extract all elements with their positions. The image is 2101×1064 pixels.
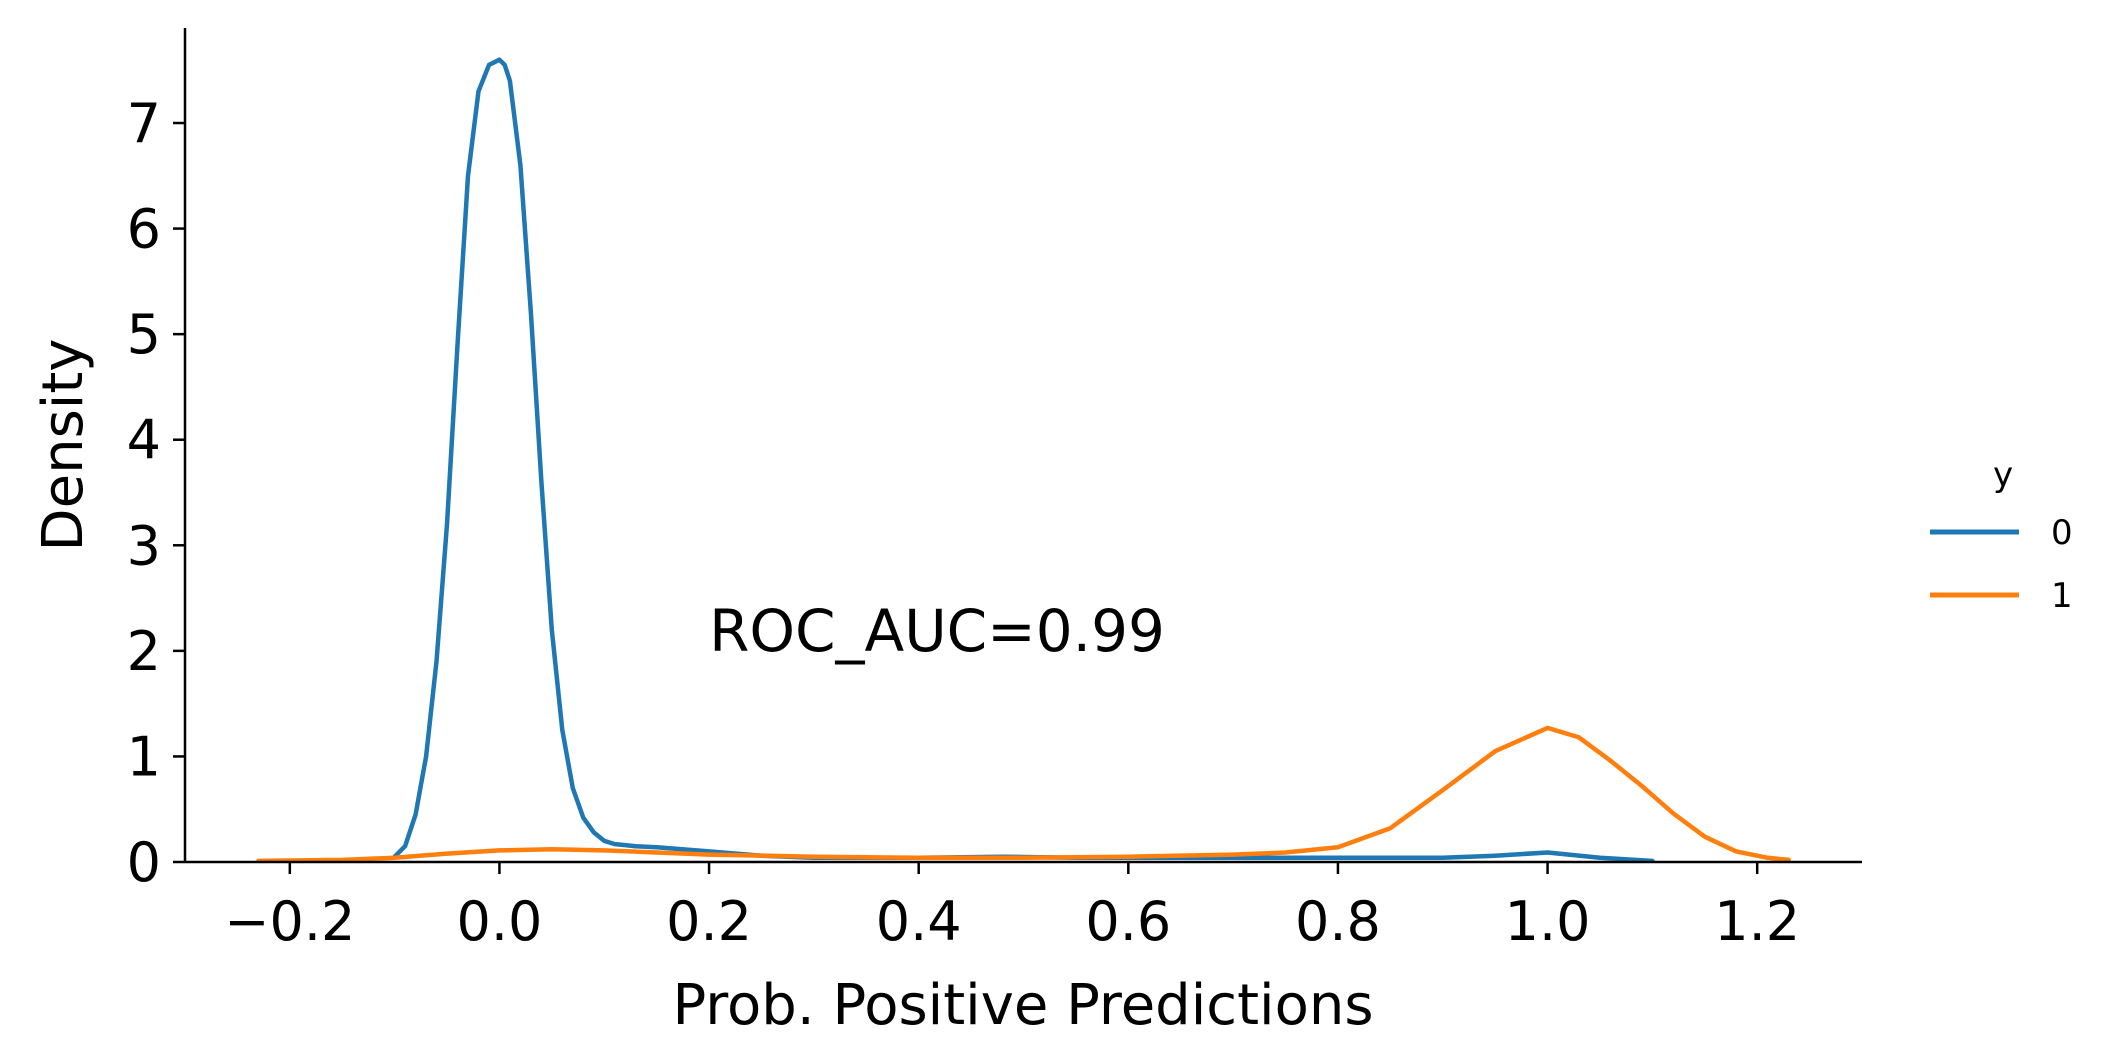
y-tick-label: 2 — [127, 620, 161, 683]
legend-label-1: 1 — [2051, 576, 2073, 616]
y-tick-label: 1 — [127, 725, 161, 788]
x-tick-label: 0.8 — [1295, 890, 1381, 953]
x-tick-label: 1.2 — [1714, 890, 1800, 953]
legend-title: y — [1993, 455, 2013, 495]
series-line-0 — [392, 57, 1655, 864]
x-tick-label: 0.6 — [1085, 890, 1171, 953]
x-tick-label: 0.4 — [876, 890, 962, 953]
x-tick-label: −0.2 — [224, 890, 355, 953]
ticks-layer: −0.2 0.0 0.2 0.4 0.6 0.8 1.0 1.2 0 1 2 3 4 5 6 7 — [127, 92, 1800, 953]
y-tick-label: 4 — [127, 409, 161, 472]
y-tick-label: 5 — [127, 303, 161, 366]
y-tick-label: 7 — [127, 92, 161, 155]
series-line-1 — [256, 725, 1791, 864]
x-tick-label: 0.2 — [666, 890, 752, 953]
y-tick-label: 6 — [127, 198, 161, 261]
x-axis-label: Prob. Positive Predictions — [672, 973, 1373, 1038]
y-tick-label: 3 — [127, 514, 161, 577]
y-axis-label: Density — [31, 339, 96, 552]
y-tick-label: 0 — [127, 831, 161, 894]
x-tick-label: 1.0 — [1505, 890, 1591, 953]
legend: y 0 1 — [1930, 455, 2073, 616]
axes-layer — [183, 28, 1862, 864]
legend-label-0: 0 — [2051, 513, 2073, 553]
roc-auc-annotation: ROC_AUC=0.99 — [709, 597, 1165, 665]
x-tick-label: 0.0 — [456, 890, 542, 953]
series-layer — [256, 57, 1791, 864]
